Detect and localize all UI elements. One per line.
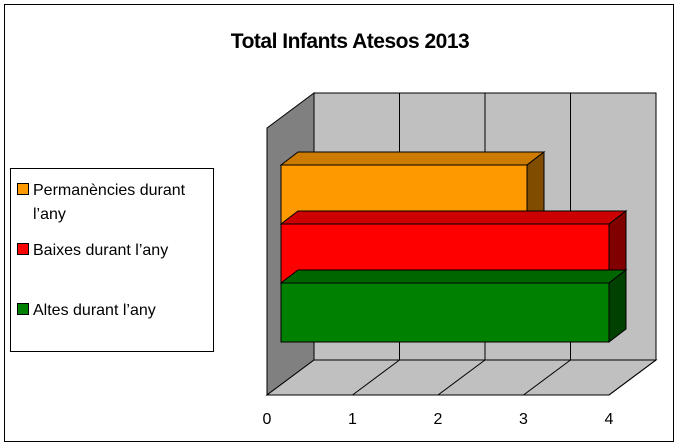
x-tick-label: 2 — [434, 411, 443, 428]
gridline-floor — [437, 359, 486, 396]
legend-swatch-altes — [17, 303, 29, 315]
bar-top-altes — [279, 269, 628, 284]
legend-label-baixes: Baixes durant l’any — [33, 242, 169, 259]
bar-top-permanències — [279, 151, 546, 166]
gridline-floor — [608, 359, 657, 396]
x-tick-label: 1 — [348, 411, 357, 428]
legend-swatch-baixes — [17, 243, 29, 255]
bar-altes — [280, 282, 610, 343]
legend-item-baixes: Baixes durant l’any — [17, 239, 211, 263]
bar-end-altes — [608, 268, 627, 344]
bar-top-baixes — [279, 210, 628, 225]
legend-swatch-permanencies — [17, 183, 29, 195]
x-tick-label: 0 — [263, 411, 272, 428]
gridline-floor — [352, 359, 400, 396]
legend-item-permanencies: Permanències durant l’any — [17, 179, 211, 227]
legend-item-altes: Altes durant l’any — [17, 299, 211, 323]
gridline-floor — [523, 359, 571, 396]
x-tick-label: 4 — [605, 411, 614, 428]
chart-legend: Permanències durant l’any Baixes durant … — [10, 168, 214, 352]
legend-label-altes: Altes durant l’any — [33, 302, 156, 319]
x-tick-label: 3 — [519, 411, 528, 428]
chart-title: Total Infants Atesos 2013 — [230, 30, 470, 53]
legend-label-permanencies: Permanències durant l’any — [33, 182, 186, 223]
